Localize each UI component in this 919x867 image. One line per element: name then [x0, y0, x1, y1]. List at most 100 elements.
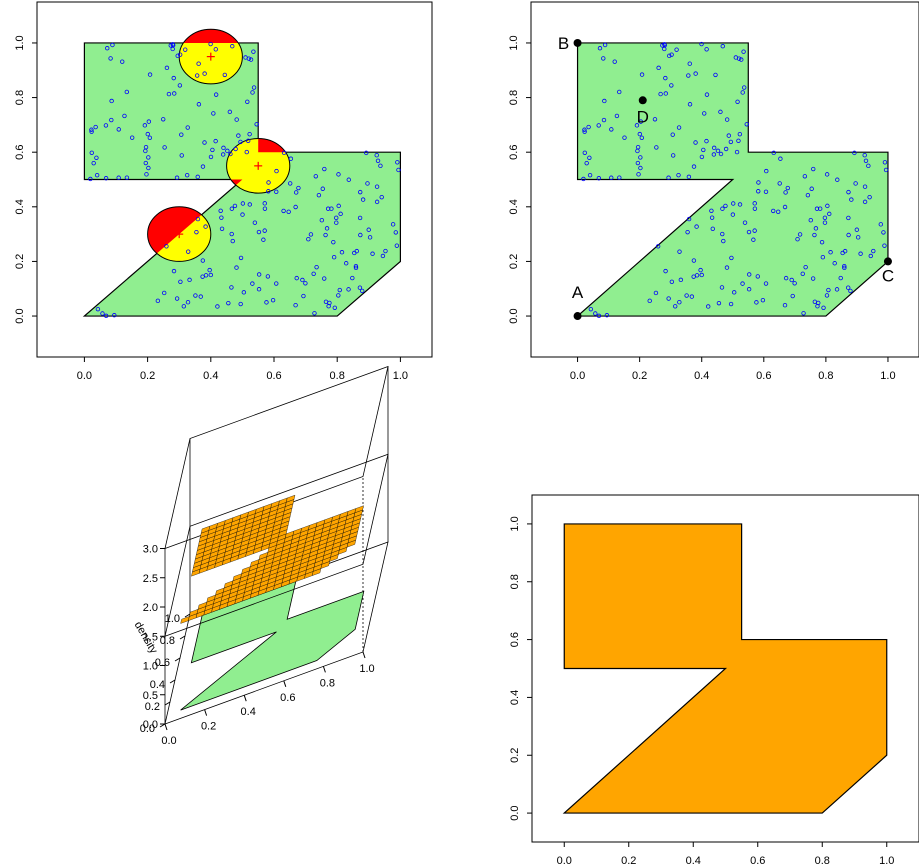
sample-point: [116, 127, 121, 132]
x-tick-label: 0.6: [266, 370, 281, 382]
sample-point: [313, 174, 318, 179]
point-label: C: [882, 266, 894, 285]
sample-point: [660, 43, 665, 48]
sample-point: [89, 129, 94, 134]
sample-point: [241, 290, 247, 295]
sample-point: [677, 300, 682, 305]
sample-point: [174, 296, 180, 301]
sample-point: [226, 300, 231, 306]
sample-point: [94, 172, 100, 178]
sample-point: [360, 288, 365, 294]
sample-point: [244, 149, 249, 155]
y-tick-label: 1.0: [14, 35, 26, 50]
sample-point: [210, 147, 215, 153]
sample-point: [288, 156, 294, 161]
sample-point: [170, 46, 175, 52]
sample-point: [713, 72, 718, 78]
sample-point: [763, 189, 769, 194]
sample-point: [740, 281, 745, 286]
sample-point: [755, 274, 760, 279]
sample-point: [853, 181, 858, 186]
sample-point: [719, 285, 725, 290]
sample-point: [146, 165, 151, 171]
sample-point: [256, 229, 262, 235]
sample-point: [790, 293, 795, 299]
sample-point: [296, 185, 301, 191]
x-tick-label: 0.2: [632, 370, 647, 382]
sample-point: [596, 123, 601, 128]
sample-point: [93, 124, 98, 130]
sample-point: [747, 272, 752, 277]
y-tick-label: 0.4: [509, 690, 521, 705]
sample-point: [171, 75, 176, 81]
sample-point: [720, 231, 725, 237]
x-tick-label: 0.0: [557, 855, 572, 867]
sample-point: [805, 192, 811, 198]
sample-point: [845, 285, 851, 290]
sample-point: [353, 265, 359, 271]
sample-point: [593, 311, 598, 316]
sample-point: [110, 42, 115, 48]
sample-point: [324, 226, 330, 231]
sample-point: [622, 135, 627, 140]
depth-tick-label: 0.2: [145, 701, 160, 713]
sample-point: [374, 153, 379, 158]
sample-point: [294, 275, 299, 281]
sample-point: [842, 265, 847, 271]
sample-point: [617, 175, 622, 180]
sample-point: [789, 277, 794, 283]
sample-point: [655, 244, 661, 249]
sample-point: [383, 248, 388, 254]
sample-point: [91, 160, 96, 166]
sample-point: [364, 150, 369, 156]
sample-point: [678, 277, 684, 283]
sample-point: [718, 151, 724, 157]
sample-point: [822, 215, 828, 221]
sample-point: [185, 125, 190, 130]
sample-point: [670, 132, 675, 137]
sample-point: [95, 306, 101, 312]
sample-point: [250, 281, 255, 286]
sample-point: [232, 203, 238, 209]
sample-point: [314, 264, 319, 270]
sample-point: [306, 237, 311, 242]
sample-point: [778, 156, 783, 161]
sample-point: [726, 133, 731, 138]
sample-point: [736, 56, 742, 61]
sample-point: [219, 215, 224, 220]
x-tick-label: 0.8: [815, 855, 830, 867]
y-tick-label: 0.4: [14, 199, 26, 214]
sample-point: [316, 192, 322, 198]
y-tick-label: 0.0: [509, 805, 521, 820]
sample-point: [274, 281, 279, 286]
sample-point: [810, 276, 816, 281]
sample-point: [238, 139, 243, 145]
sample-point: [709, 208, 714, 213]
sample-point: [166, 91, 172, 97]
sample-point: [207, 267, 212, 273]
x-tick-label: 0.4: [686, 855, 701, 867]
plot-frame: [36, 1, 433, 358]
y-tick-label: 0.2: [509, 748, 521, 763]
sample-point: [811, 166, 816, 172]
sample-point: [177, 83, 183, 88]
sample-point: [293, 204, 298, 210]
sample-point: [379, 194, 384, 200]
sample-point: [109, 98, 114, 104]
sample-point: [211, 111, 216, 116]
sample-point: [741, 49, 746, 54]
sample-point: [266, 180, 271, 185]
sample-point: [196, 102, 202, 107]
sample-point: [229, 231, 234, 237]
sample-point: [230, 44, 235, 49]
sample-point: [194, 229, 199, 235]
sample-point: [193, 293, 198, 298]
sample-point: [862, 199, 868, 205]
sample-point: [751, 237, 756, 242]
sample-point: [584, 160, 589, 166]
sample-point: [322, 166, 327, 172]
sample-point: [198, 294, 203, 299]
sample-point: [846, 232, 851, 238]
sample-point: [370, 251, 375, 256]
sample-point: [746, 229, 752, 235]
